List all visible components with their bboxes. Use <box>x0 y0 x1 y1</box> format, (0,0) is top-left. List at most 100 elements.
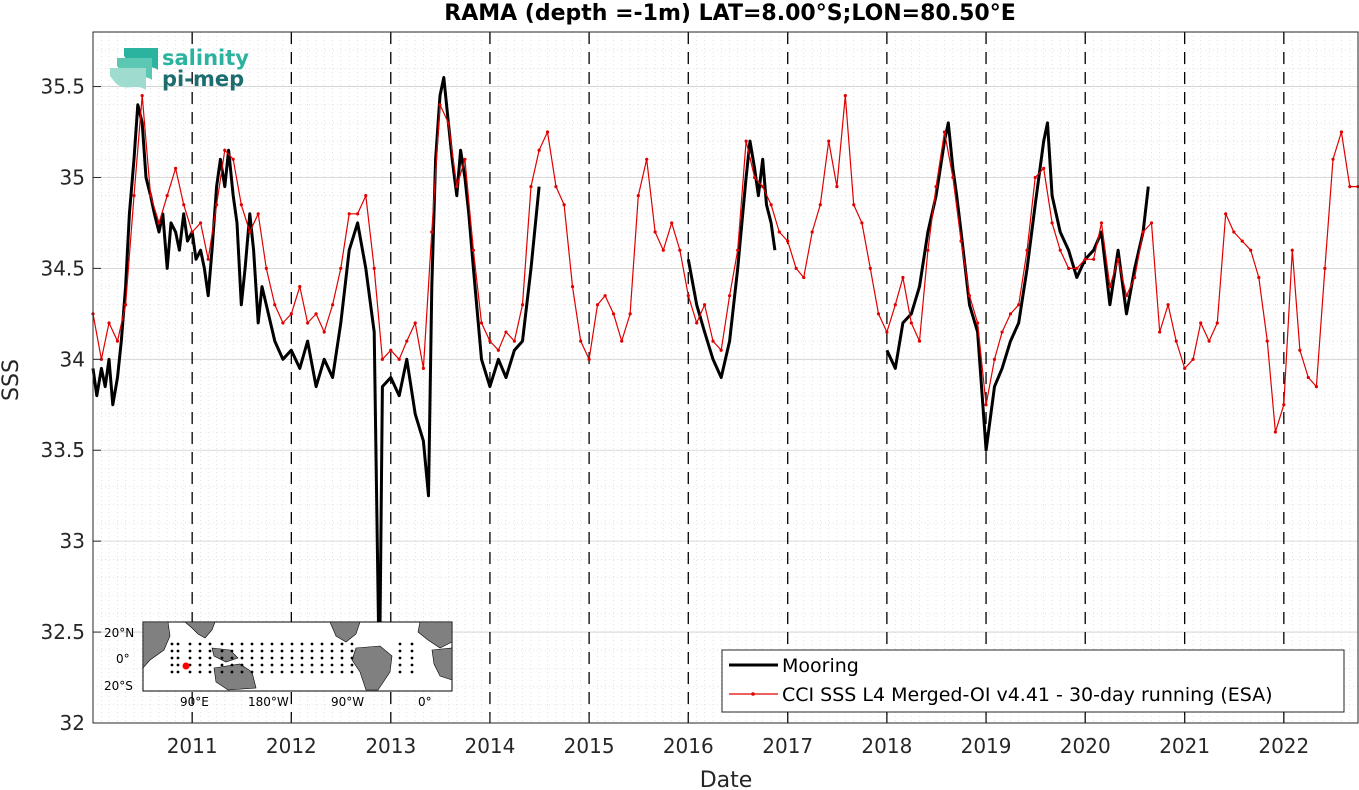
cci-point <box>1249 248 1253 252</box>
legend-marker-cci <box>751 692 755 696</box>
cci-point <box>1282 403 1286 407</box>
cci-point <box>463 157 467 161</box>
inset-map-frame <box>142 621 453 692</box>
cci-point <box>239 203 243 207</box>
map-dot <box>410 649 414 653</box>
cci-point <box>1017 303 1021 307</box>
cci-point <box>736 248 740 252</box>
cci-point <box>331 303 335 307</box>
map-lon-label-0: 0° <box>418 695 432 709</box>
x-tick-label: 2018 <box>861 734 912 758</box>
map-dot <box>320 642 324 646</box>
map-dot <box>220 670 224 674</box>
map-dot <box>208 663 212 667</box>
cci-point <box>984 403 988 407</box>
cci-point <box>256 212 260 216</box>
cci-point <box>1108 284 1112 289</box>
cci-point <box>1191 357 1195 361</box>
cci-point <box>1183 366 1187 371</box>
map-dot <box>340 642 344 646</box>
cci-point <box>1339 130 1344 134</box>
map-dot <box>320 649 324 653</box>
cci-point <box>115 339 120 343</box>
y-tick-label: 35 <box>60 165 85 189</box>
cci-point <box>1314 384 1319 389</box>
cci-point <box>810 230 814 234</box>
cci-point <box>413 321 417 325</box>
map-dot <box>280 642 284 646</box>
cci-point <box>1323 266 1327 270</box>
inset-map: 20°N 0° 20°S 90°E 180°W 90°W 0° <box>104 621 453 709</box>
cci-point <box>1265 339 1269 343</box>
map-lat-label-20s: 20°S <box>104 679 133 693</box>
cci-point <box>1199 321 1203 325</box>
cci-point <box>1290 248 1294 252</box>
map-dot <box>260 670 264 674</box>
map-dot <box>198 663 202 667</box>
cci-point <box>976 321 980 325</box>
map-dot <box>170 663 174 667</box>
cci-point <box>298 284 302 289</box>
cci-point <box>1215 321 1219 325</box>
map-dot <box>270 656 274 660</box>
cci-point <box>636 194 640 198</box>
cci-point <box>678 248 682 252</box>
legend-label-mooring: Mooring <box>782 655 859 677</box>
cci-point <box>769 203 773 207</box>
cci-point <box>719 348 723 352</box>
map-dot <box>290 649 294 653</box>
cci-point <box>1232 230 1236 234</box>
cci-point <box>107 321 111 325</box>
cci-point <box>496 348 500 352</box>
y-axis-label: SSS <box>0 359 24 401</box>
map-dot <box>170 642 174 646</box>
cci-point <box>885 330 889 334</box>
cci-point <box>611 312 616 316</box>
map-dot <box>260 642 264 646</box>
map-dot <box>310 649 314 653</box>
cci-point <box>545 130 550 134</box>
cci-point <box>372 266 376 270</box>
salinity-pi-mep-logo: salinity pi-mep <box>110 46 249 91</box>
cci-point <box>190 230 194 234</box>
legend-box <box>721 649 1345 713</box>
map-dot <box>330 663 334 667</box>
map-dot <box>220 663 224 667</box>
cci-point <box>876 312 881 316</box>
map-dot <box>176 649 180 653</box>
map-dot <box>398 642 402 646</box>
map-dot <box>330 649 334 653</box>
map-dot <box>208 670 212 674</box>
cci-point <box>587 357 591 361</box>
x-tick-label: 2016 <box>663 734 714 758</box>
cci-point <box>430 230 434 234</box>
cci-point <box>1273 430 1278 434</box>
map-lon-label-90w: 90°W <box>331 695 364 709</box>
x-tick-label: 2012 <box>266 734 317 758</box>
cci-point <box>446 121 450 125</box>
map-dot <box>290 663 294 667</box>
map-dot <box>340 649 344 653</box>
map-dot <box>280 663 284 667</box>
map-dot <box>270 649 274 653</box>
cci-point <box>512 339 516 343</box>
cci-point <box>182 203 186 207</box>
cci-point <box>1025 248 1029 252</box>
series-layer <box>91 76 1359 689</box>
map-dot <box>340 656 344 660</box>
legend: Mooring CCI SSS L4 Merged-OI v4.41 - 30-… <box>721 649 1345 713</box>
cci-point <box>1331 157 1335 161</box>
map-dot <box>240 642 244 646</box>
map-dot <box>410 656 414 660</box>
map-dot <box>230 642 234 646</box>
x-tick-label: 2020 <box>1060 734 1111 758</box>
cci-point <box>157 221 161 225</box>
x-tick-label: 2021 <box>1159 734 1210 758</box>
map-dot <box>330 642 334 646</box>
map-dot <box>280 670 284 674</box>
cci-point <box>570 284 575 289</box>
map-dot <box>170 670 174 674</box>
cci-point <box>818 203 822 207</box>
map-lon-label-180w: 180°W <box>248 695 289 709</box>
cci-point <box>1257 275 1261 280</box>
